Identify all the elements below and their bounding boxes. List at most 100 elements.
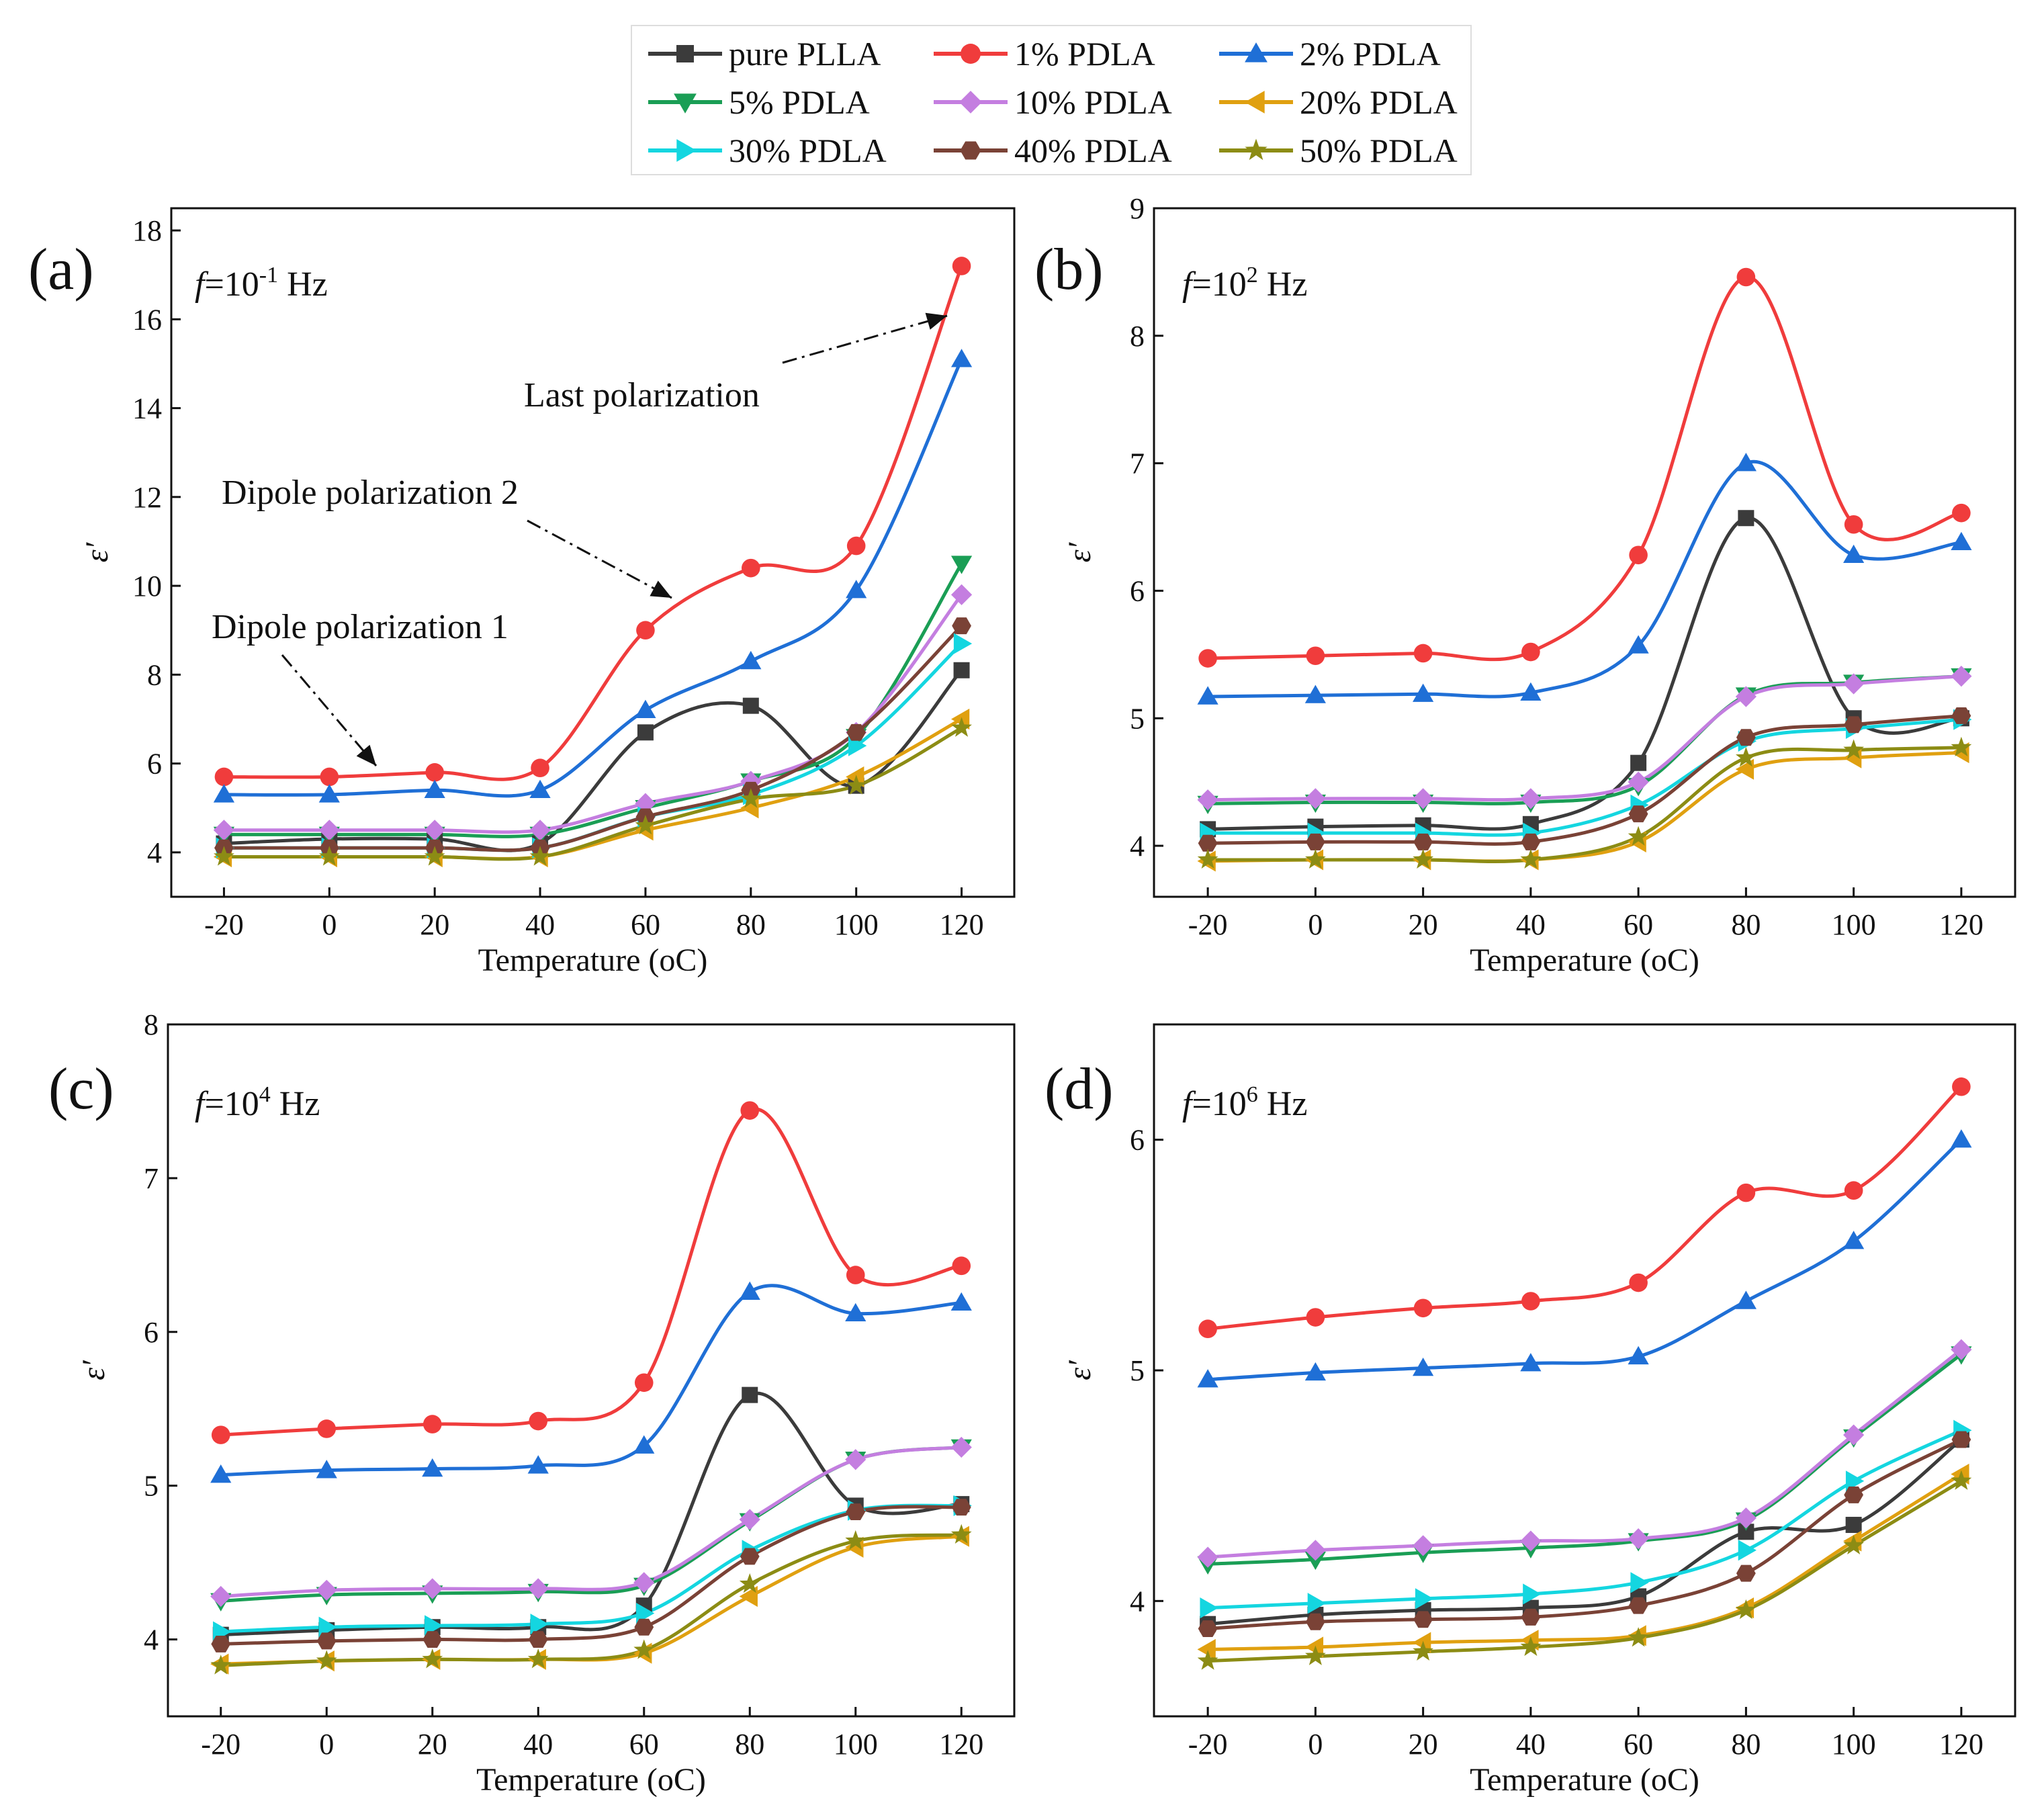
panel-a: -20 0 20 40 60 80 100 120 4 6 8 10 12 14 16 18 Temperatu…: [28, 207, 1016, 978]
data-point: [846, 723, 867, 741]
data-point: [1197, 848, 1218, 869]
data-point: [950, 584, 973, 605]
data-point: [1845, 1517, 1862, 1534]
y-tick-label: 16: [132, 303, 162, 336]
frequency-label: f=10-1 Hz: [195, 263, 328, 304]
data-point: [529, 1411, 548, 1431]
frequency-label: f=102 Hz: [1182, 263, 1307, 304]
legend-label: 5% PDLA: [729, 83, 870, 121]
data-point: [316, 1579, 337, 1601]
data-point: [1306, 646, 1325, 666]
annotation-arrow-line: [527, 519, 672, 599]
y-tick-label: 4: [147, 836, 162, 869]
data-point: [422, 1458, 443, 1477]
x-tick-label: 80: [1731, 1728, 1761, 1761]
data-point: [422, 1578, 443, 1599]
data-point: [318, 1616, 337, 1638]
data-point: [1305, 833, 1325, 850]
x-tick-label: 100: [834, 1728, 878, 1761]
data-point: [423, 1631, 443, 1648]
freq-base: =10: [204, 265, 259, 304]
y-tick-label: 6: [144, 1316, 159, 1349]
data-point: [1735, 746, 1757, 767]
data-point: [952, 1256, 971, 1276]
series-line: [1207, 1138, 1963, 1382]
x-tick-label: 120: [1939, 908, 1984, 941]
annotation-arrowhead: [650, 580, 672, 598]
x-tick-label: 120: [939, 1728, 983, 1761]
panel-c: -20 0 20 40 60 80 100 120 4 5 6 7 8 Temperature (oC) ε…: [48, 1008, 1016, 1798]
data-point: [1629, 1273, 1648, 1292]
y-tick-label: 6: [1130, 1124, 1145, 1157]
legend-marker: [960, 141, 981, 160]
data-point: [845, 1530, 867, 1550]
data-point: [740, 1548, 760, 1565]
data-point: [1413, 1298, 1433, 1318]
data-point: [1523, 1583, 1542, 1605]
y-tick-label: 4: [144, 1624, 159, 1657]
freq-exponent: 2: [1247, 263, 1258, 288]
data-point: [1415, 1588, 1434, 1610]
data-point: [1628, 1597, 1648, 1614]
series-line: [1208, 713, 1962, 846]
data-point: [635, 814, 656, 835]
annotation-label: Dipole polarization 2: [222, 474, 519, 512]
data-point: [950, 1292, 972, 1311]
x-tick-label: 20: [420, 908, 449, 941]
data-point: [318, 784, 340, 803]
data-point: [635, 699, 656, 718]
data-point: [740, 788, 762, 808]
data-point: [527, 1455, 549, 1474]
data-point: [1521, 1608, 1541, 1626]
data-point: [1413, 1535, 1434, 1556]
x-tick-label: 0: [319, 1728, 334, 1761]
annotation-arrowhead: [925, 312, 947, 330]
legend-label: 50% PDLA: [1300, 132, 1458, 169]
data-point: [1951, 1470, 1972, 1490]
x-tick-label: -20: [201, 1728, 240, 1761]
data-point: [950, 349, 973, 367]
x-tick-label: 60: [629, 1728, 659, 1761]
data-point: [210, 1655, 232, 1675]
x-tick-label: 100: [1832, 1728, 1876, 1761]
legend-marker: [961, 44, 981, 64]
x-tick-label: 100: [834, 908, 879, 941]
series-line: [1207, 1085, 1963, 1331]
freq-base: =10: [1192, 265, 1246, 304]
freq-base: =10: [204, 1085, 259, 1123]
plot-area-frame: [170, 207, 1016, 898]
data-point: [1413, 1640, 1434, 1661]
legend-item: 10% PDLA: [934, 83, 1172, 121]
y-tick-label: 6: [1130, 574, 1145, 607]
x-tick-label: 120: [940, 908, 984, 941]
legend-marker: [1245, 42, 1268, 62]
data-point: [740, 650, 762, 670]
data-point: [1735, 1599, 1757, 1620]
data-point: [1306, 1308, 1325, 1327]
data-point: [633, 1639, 655, 1659]
data-point: [1736, 1183, 1756, 1202]
data-point: [1843, 1231, 1865, 1249]
series-line: [1208, 275, 1962, 662]
x-tick-label: 120: [1939, 1728, 1984, 1761]
x-tick-label: 20: [1409, 1728, 1438, 1761]
data-point: [1307, 1593, 1326, 1614]
data-point: [423, 1415, 442, 1434]
data-point: [1843, 544, 1865, 563]
data-point: [1951, 1339, 1972, 1360]
series-line: [1207, 1438, 1963, 1631]
data-point: [1520, 1636, 1542, 1657]
data-point: [1521, 833, 1541, 850]
series-line: [224, 265, 963, 781]
panel-tag: (a): [28, 237, 94, 302]
freq-exponent: -1: [259, 263, 278, 288]
plot-area-frame: [1153, 207, 2016, 898]
data-point: [1304, 788, 1326, 809]
data-point: [846, 580, 867, 599]
x-axis-label: Temperature (oC): [1470, 1762, 1699, 1798]
data-point: [529, 846, 551, 866]
data-point: [845, 1303, 867, 1322]
data-point: [1630, 754, 1647, 771]
panels: -20 0 20 40 60 80 100 1204681012141618Temperatu…: [28, 192, 2016, 1798]
